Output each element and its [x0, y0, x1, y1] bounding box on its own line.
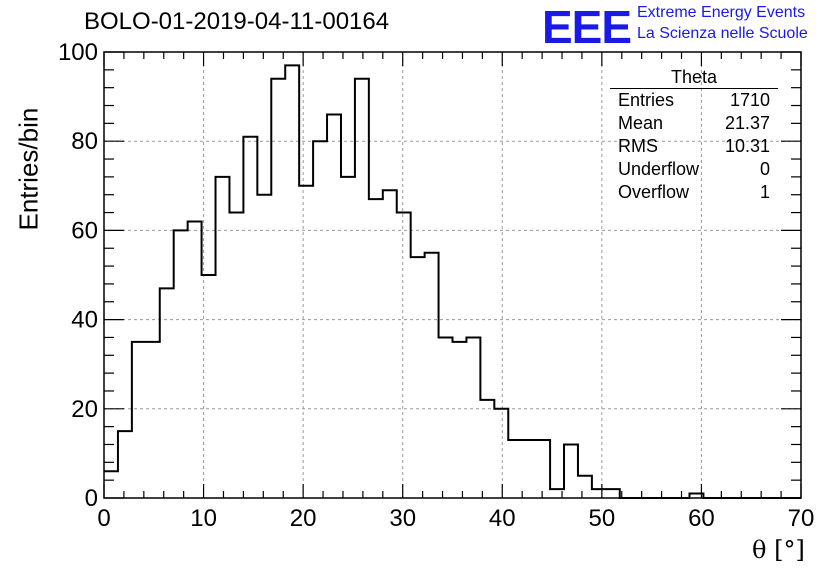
histogram-bin — [229, 213, 243, 498]
chart-title: BOLO-01-2019-04-11-00164 — [84, 8, 390, 35]
stats-row-rms: RMS 10.31 — [610, 135, 778, 158]
histogram-bin — [383, 190, 397, 498]
histogram-bin — [216, 177, 230, 498]
histogram-bin — [174, 230, 188, 498]
histogram-bin — [132, 342, 146, 498]
stats-title: Theta — [610, 66, 778, 89]
histogram-bin — [146, 342, 160, 498]
x-tick-label: 70 — [788, 505, 815, 532]
histogram-bin — [341, 177, 355, 498]
eee-logo: EEE — [542, 1, 632, 53]
y-tick-label: 80 — [71, 128, 98, 155]
y-axis-label-wrap: Entries/bin — [6, 108, 46, 231]
histogram-bin — [480, 400, 494, 498]
histogram-bin — [564, 444, 578, 498]
y-tick-label: 40 — [71, 307, 98, 334]
stats-label: RMS — [618, 136, 658, 156]
histogram-bin — [202, 275, 216, 498]
stats-value: 21.37 — [724, 113, 770, 133]
y-axis-label: Entries/bin — [13, 107, 44, 231]
y-tick-label: 20 — [71, 396, 98, 423]
histogram-bin — [508, 440, 522, 498]
stats-label: Entries — [618, 90, 675, 110]
stats-value: 0 — [759, 159, 770, 179]
y-tick-label: 0 — [85, 485, 98, 512]
plot-frame — [103, 51, 802, 499]
stats-row-overflow: Overflow 1 — [610, 181, 778, 204]
x-tick-label: 40 — [489, 505, 516, 532]
histogram-bin — [313, 141, 327, 498]
x-tick-label: 30 — [389, 505, 416, 532]
histogram-bin — [453, 342, 467, 498]
x-axis-label: θ [°] — [752, 536, 805, 564]
stats-box: Theta Entries 1710 Mean 21.37 RMS 10.31 … — [610, 66, 778, 204]
histogram-bin — [550, 489, 564, 498]
histogram-bin — [243, 137, 257, 498]
histogram-bin — [355, 79, 369, 498]
x-tick-label: 50 — [589, 505, 616, 532]
histogram-bin — [439, 337, 453, 498]
histogram-bin — [160, 288, 174, 498]
histogram-bin — [271, 79, 285, 498]
histogram-bin — [397, 213, 411, 498]
histogram-bin — [578, 476, 592, 498]
histogram-bin — [118, 431, 132, 498]
x-tick-label: 60 — [688, 505, 715, 532]
histogram-line — [104, 64, 801, 499]
histogram-bin — [257, 195, 271, 498]
x-tick-label: 20 — [290, 505, 317, 532]
histogram-bin — [689, 494, 703, 498]
x-tick-label: 10 — [190, 505, 217, 532]
logo-line-1: Extreme Energy Events — [637, 4, 806, 21]
histogram-bin — [522, 440, 536, 498]
logo-line-2: La Scienza nelle Scuole — [637, 25, 808, 42]
stats-row-mean: Mean 21.37 — [610, 112, 778, 135]
stats-value: 1710 — [729, 90, 770, 110]
histogram-bin — [536, 440, 550, 498]
histogram-bin — [299, 186, 313, 498]
histogram-bin — [466, 337, 480, 498]
histogram-bin — [606, 489, 620, 498]
logo-caption: Extreme Energy Events La Scienza nelle S… — [637, 2, 808, 44]
histogram-bin — [369, 199, 383, 498]
stats-value: 10.31 — [724, 136, 770, 156]
histogram-bin — [104, 471, 118, 498]
y-tick-label: 100 — [58, 39, 98, 66]
histogram-bin — [592, 489, 606, 498]
stats-label: Underflow — [618, 159, 700, 179]
stats-value: 1 — [759, 182, 770, 202]
x-tick-label: 0 — [97, 505, 110, 532]
stats-label: Overflow — [618, 182, 690, 202]
histogram-bin — [188, 221, 202, 498]
histogram-bin — [494, 409, 508, 498]
stats-row-underflow: Underflow 0 — [610, 158, 778, 181]
histogram-bin — [285, 65, 299, 498]
histogram-bin — [327, 114, 341, 498]
stats-row-entries: Entries 1710 — [610, 89, 778, 112]
histogram-bin — [411, 257, 425, 498]
y-tick-label: 60 — [71, 217, 98, 244]
histogram-bin — [425, 253, 439, 498]
stats-label: Mean — [618, 113, 664, 133]
